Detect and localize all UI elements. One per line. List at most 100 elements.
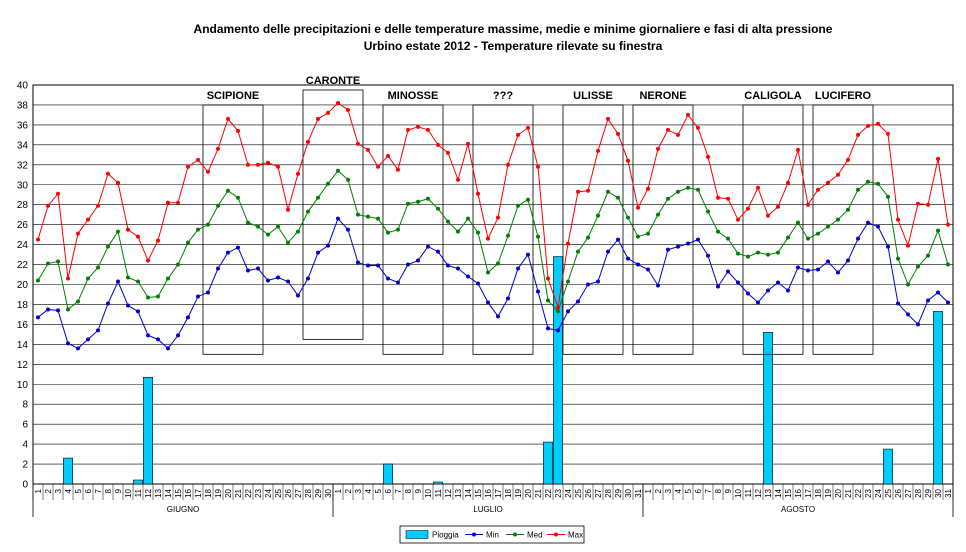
point-med bbox=[636, 234, 640, 239]
point-max bbox=[906, 243, 910, 248]
point-max bbox=[106, 171, 110, 176]
point-min bbox=[906, 312, 910, 317]
day-label: 5 bbox=[74, 488, 83, 493]
day-label: 19 bbox=[214, 488, 223, 497]
point-max bbox=[796, 147, 800, 152]
day-label: 19 bbox=[824, 488, 833, 497]
day-label: 28 bbox=[304, 488, 313, 497]
y-tick-label: 18 bbox=[17, 300, 29, 311]
legend-label-med: Med bbox=[527, 531, 543, 540]
point-max bbox=[656, 146, 660, 151]
point-max bbox=[536, 164, 540, 169]
phase-box bbox=[382, 104, 444, 355]
point-med bbox=[496, 261, 500, 266]
point-med bbox=[296, 229, 300, 234]
point-med bbox=[716, 229, 720, 234]
point-min bbox=[356, 260, 360, 265]
day-label: 29 bbox=[314, 488, 323, 497]
point-min bbox=[666, 247, 670, 252]
point-min bbox=[676, 244, 680, 249]
point-min bbox=[636, 262, 640, 267]
point-max bbox=[746, 206, 750, 211]
day-label: 13 bbox=[454, 488, 463, 497]
point-max bbox=[576, 189, 580, 194]
day-label: 7 bbox=[394, 488, 403, 493]
point-max bbox=[36, 237, 40, 242]
point-med bbox=[806, 236, 810, 241]
point-med bbox=[216, 203, 220, 208]
point-max bbox=[616, 131, 620, 136]
point-max bbox=[696, 125, 700, 130]
point-med bbox=[586, 235, 590, 240]
y-tick-label: 28 bbox=[17, 200, 29, 211]
day-label: 4 bbox=[64, 488, 73, 493]
point-med bbox=[706, 209, 710, 214]
phase-box bbox=[632, 104, 694, 355]
rain-bar bbox=[553, 256, 563, 485]
point-min bbox=[316, 250, 320, 255]
point-max bbox=[866, 123, 870, 128]
day-label: 27 bbox=[294, 488, 303, 497]
point-min bbox=[426, 244, 430, 249]
point-max bbox=[516, 132, 520, 137]
point-max bbox=[736, 217, 740, 222]
point-min bbox=[456, 266, 460, 271]
point-min bbox=[626, 256, 630, 261]
point-min bbox=[926, 298, 930, 303]
point-med bbox=[946, 262, 950, 267]
phase-box bbox=[472, 104, 534, 355]
point-min bbox=[546, 326, 550, 331]
day-label: 21 bbox=[844, 488, 853, 497]
day-label: 14 bbox=[774, 488, 783, 497]
point-max bbox=[626, 158, 630, 163]
point-med bbox=[416, 199, 420, 204]
point-min bbox=[56, 308, 60, 313]
point-min bbox=[496, 314, 500, 319]
point-min bbox=[836, 270, 840, 275]
y-tick-label: 16 bbox=[17, 320, 29, 331]
point-med bbox=[136, 279, 140, 284]
day-label: 8 bbox=[404, 488, 413, 493]
legend-label-max: Max bbox=[568, 531, 583, 540]
y-tick-label: 40 bbox=[17, 81, 29, 92]
point-med bbox=[646, 231, 650, 236]
legend-box bbox=[399, 525, 585, 544]
point-min bbox=[736, 280, 740, 285]
day-label: 12 bbox=[144, 488, 153, 497]
day-label: 9 bbox=[414, 488, 423, 493]
point-max bbox=[636, 205, 640, 210]
month-label: LUGLIO bbox=[473, 505, 502, 514]
y-tick-label: 20 bbox=[17, 280, 29, 291]
point-med bbox=[926, 253, 930, 258]
day-label: 31 bbox=[634, 488, 643, 497]
point-min bbox=[526, 252, 530, 257]
point-min bbox=[486, 300, 490, 305]
point-med bbox=[876, 181, 880, 186]
point-min bbox=[106, 301, 110, 306]
day-label: 28 bbox=[914, 488, 923, 497]
day-label: 20 bbox=[224, 488, 233, 497]
rain-bar bbox=[63, 457, 73, 485]
month-label: AGOSTO bbox=[781, 505, 815, 514]
point-med bbox=[576, 249, 580, 254]
point-med bbox=[86, 276, 90, 281]
day-label: 24 bbox=[264, 488, 273, 497]
point-min bbox=[76, 346, 80, 351]
point-med bbox=[406, 201, 410, 206]
point-max bbox=[666, 127, 670, 132]
y-tick-label: 22 bbox=[17, 260, 29, 271]
day-label: 5 bbox=[374, 488, 383, 493]
phase-box bbox=[812, 104, 874, 355]
point-min bbox=[406, 262, 410, 267]
point-max bbox=[946, 222, 950, 227]
rain-bar bbox=[433, 481, 443, 485]
day-label: 29 bbox=[614, 488, 623, 497]
rain-bar bbox=[763, 332, 773, 485]
point-max bbox=[546, 276, 550, 281]
point-min bbox=[326, 243, 330, 248]
point-max bbox=[496, 215, 500, 220]
phase-label: CALIGOLA bbox=[744, 90, 801, 102]
point-max bbox=[676, 132, 680, 137]
point-med bbox=[626, 215, 630, 220]
